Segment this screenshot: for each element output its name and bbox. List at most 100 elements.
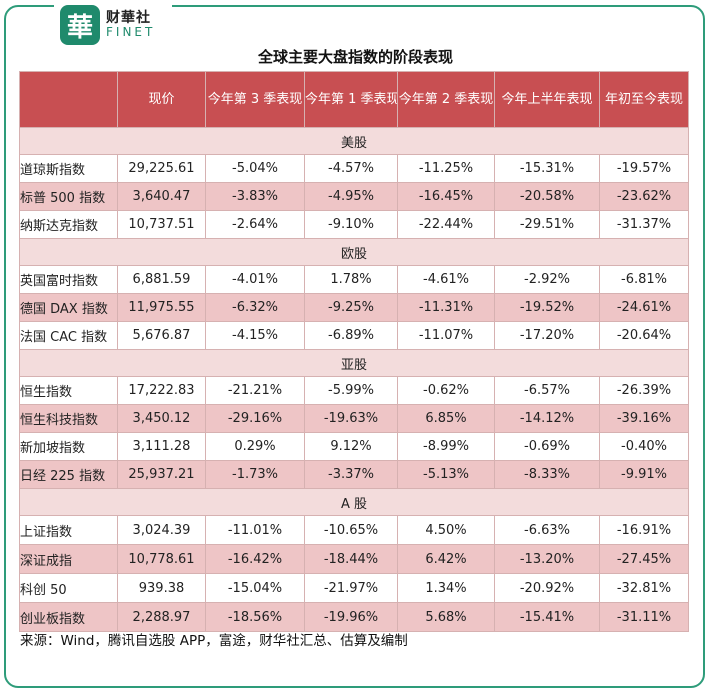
return-cell: -21.21%	[205, 376, 305, 405]
price-cell: 939.38	[117, 573, 206, 603]
return-cell: 0.29%	[205, 432, 305, 461]
index-name: 英国富时指数	[19, 265, 118, 294]
return-cell: -21.97%	[304, 573, 398, 603]
source-note: 来源：Wind，腾讯自选股 APP，富途，财华社汇总、估算及编制	[20, 633, 408, 649]
return-cell: -2.92%	[494, 265, 600, 294]
return-cell: 6.42%	[397, 544, 495, 574]
index-name: 创业板指数	[19, 602, 118, 632]
table-row: 上证指数 3,024.39 -11.01% -10.65% 4.50% -6.63% -16…	[19, 515, 689, 545]
section-label: 欧股	[19, 238, 689, 266]
return-cell: -26.39%	[599, 376, 689, 405]
return-cell: -13.20%	[494, 544, 600, 574]
return-cell: -11.01%	[205, 515, 305, 545]
index-name: 道琼斯指数	[19, 154, 118, 183]
return-cell: -15.31%	[494, 154, 600, 183]
price-cell: 2,288.97	[117, 602, 206, 632]
return-cell: -24.61%	[599, 293, 689, 322]
return-cell: -11.31%	[397, 293, 495, 322]
brand-logo: 華 财華社 FINET	[54, 0, 172, 50]
return-cell: -22.44%	[397, 210, 495, 239]
return-cell: 4.50%	[397, 515, 495, 545]
return-cell: -19.57%	[599, 154, 689, 183]
price-cell: 6,881.59	[117, 265, 206, 294]
return-cell: -4.61%	[397, 265, 495, 294]
index-name: 日经 225 指数	[19, 460, 118, 489]
return-cell: -23.62%	[599, 182, 689, 211]
return-cell: -29.51%	[494, 210, 600, 239]
return-cell: -17.20%	[494, 321, 600, 350]
brand-name-cn: 财華社	[106, 10, 151, 27]
return-cell: -2.64%	[205, 210, 305, 239]
return-cell: -19.52%	[494, 293, 600, 322]
index-name: 法国 CAC 指数	[19, 321, 118, 350]
price-cell: 3,640.47	[117, 182, 206, 211]
return-cell: -8.33%	[494, 460, 600, 489]
return-cell: -6.81%	[599, 265, 689, 294]
return-cell: -3.83%	[205, 182, 305, 211]
return-cell: -9.91%	[599, 460, 689, 489]
index-name: 新加坡指数	[19, 432, 118, 461]
return-cell: -19.96%	[304, 602, 398, 632]
header-cell: 今年第 1 季表现	[304, 71, 398, 128]
return-cell: -15.04%	[205, 573, 305, 603]
index-name: 标普 500 指数	[19, 182, 118, 211]
return-cell: -4.95%	[304, 182, 398, 211]
return-cell: -11.25%	[397, 154, 495, 183]
table-row: 创业板指数 2,288.97 -18.56% -19.96% 5.68% -15.41% -…	[19, 602, 689, 632]
table-row: 恒生指数 17,222.83 -21.21% -5.99% -0.62% -6.57% -2…	[19, 376, 689, 405]
return-cell: -4.01%	[205, 265, 305, 294]
table-row: 标普 500 指数 3,640.47 -3.83% -4.95% -16.45% -20.…	[19, 182, 689, 211]
return-cell: -6.32%	[205, 293, 305, 322]
return-cell: -4.15%	[205, 321, 305, 350]
return-cell: -18.56%	[205, 602, 305, 632]
return-cell: 1.78%	[304, 265, 398, 294]
section-row: A 股	[19, 488, 689, 516]
return-cell: -11.07%	[397, 321, 495, 350]
return-cell: 5.68%	[397, 602, 495, 632]
index-name: 纳斯达克指数	[19, 210, 118, 239]
index-name: 上证指数	[19, 515, 118, 545]
return-cell: -4.57%	[304, 154, 398, 183]
brand-wordmark: 财華社 FINET	[106, 11, 155, 38]
section-row: 美股	[19, 127, 689, 155]
return-cell: -20.92%	[494, 573, 600, 603]
header-cell	[19, 71, 118, 128]
table-row: 日经 225 指数 25,937.21 -1.73% -3.37% -5.13% -8.3…	[19, 460, 689, 489]
header-cell: 今年上半年表现	[494, 71, 600, 128]
header-cell: 年初至今表现	[599, 71, 689, 128]
price-cell: 10,778.61	[117, 544, 206, 574]
index-name: 深证成指	[19, 544, 118, 574]
return-cell: -0.40%	[599, 432, 689, 461]
return-cell: -8.99%	[397, 432, 495, 461]
header-cell: 今年第 2 季表现	[397, 71, 495, 128]
return-cell: -3.37%	[304, 460, 398, 489]
table-row: 德国 DAX 指数 11,975.55 -6.32% -9.25% -11.31% -19…	[19, 293, 689, 322]
return-cell: -9.25%	[304, 293, 398, 322]
table-row: 恒生科技指数 3,450.12 -29.16% -19.63% 6.85% -14.12%…	[19, 404, 689, 433]
section-label: A 股	[19, 488, 689, 516]
table-row: 法国 CAC 指数 5,676.87 -4.15% -6.89% -11.07% -17.…	[19, 321, 689, 350]
return-cell: -32.81%	[599, 573, 689, 603]
return-cell: 9.12%	[304, 432, 398, 461]
return-cell: -29.16%	[205, 404, 305, 433]
return-cell: -18.44%	[304, 544, 398, 574]
return-cell: -1.73%	[205, 460, 305, 489]
brand-name-en: FINET	[106, 25, 156, 40]
return-cell: -10.65%	[304, 515, 398, 545]
return-cell: -5.99%	[304, 376, 398, 405]
header-row: 现价 今年第 3 季表现 今年第 1 季表现 今年第 2 季表现 今年上半年表现…	[19, 71, 689, 128]
price-cell: 11,975.55	[117, 293, 206, 322]
return-cell: -16.42%	[205, 544, 305, 574]
return-cell: -39.16%	[599, 404, 689, 433]
price-cell: 10,737.51	[117, 210, 206, 239]
return-cell: -9.10%	[304, 210, 398, 239]
index-name: 德国 DAX 指数	[19, 293, 118, 322]
return-cell: -14.12%	[494, 404, 600, 433]
index-name: 恒生科技指数	[19, 404, 118, 433]
return-cell: -20.64%	[599, 321, 689, 350]
price-cell: 3,024.39	[117, 515, 206, 545]
return-cell: -20.58%	[494, 182, 600, 211]
return-cell: -15.41%	[494, 602, 600, 632]
table-row: 新加坡指数 3,111.28 0.29% 9.12% -8.99% -0.69% -0.40…	[19, 432, 689, 461]
section-row: 欧股	[19, 238, 689, 266]
